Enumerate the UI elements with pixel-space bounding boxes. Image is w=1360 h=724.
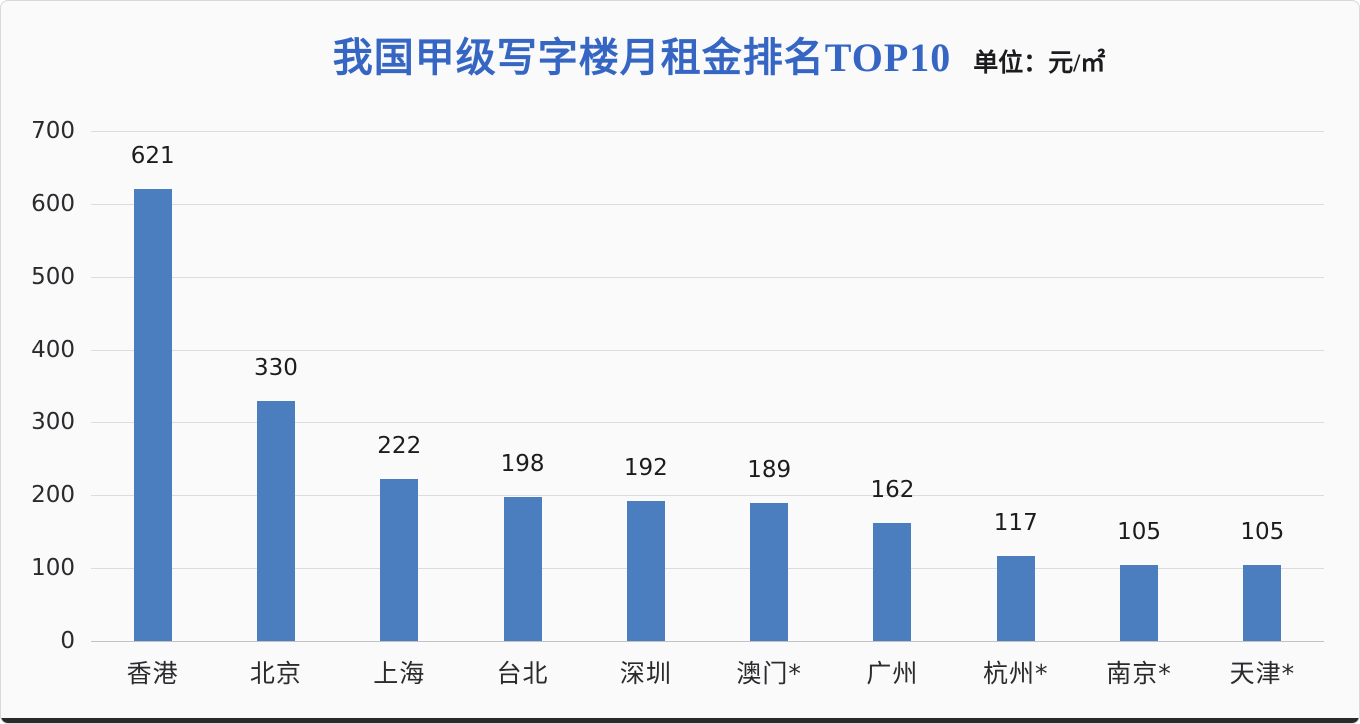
gridline: [91, 422, 1324, 424]
gridline: [91, 349, 1324, 351]
gridline: [91, 131, 1324, 132]
chart-unit-label: 单位：元/㎡: [973, 50, 1106, 77]
x-axis-category-label: 香港: [126, 659, 179, 688]
bar: [1120, 564, 1159, 641]
bar: [1243, 564, 1282, 641]
bar-value-label: 117: [993, 509, 1038, 536]
bar: [996, 555, 1035, 641]
x-axis-category-label: 深圳: [619, 659, 672, 688]
y-axis-tick-label: 700: [31, 118, 75, 144]
x-axis-category-label: 天津*: [1229, 659, 1296, 688]
bar-value-label: 198: [500, 450, 545, 477]
bar-value-label: 105: [1240, 518, 1285, 545]
bar-value-label: 105: [1117, 518, 1161, 545]
bar: [626, 501, 665, 641]
x-axis-category-label: 上海: [373, 659, 426, 688]
bar: [873, 522, 912, 641]
y-axis-tick-label: 0: [60, 628, 75, 654]
gridline: [91, 276, 1324, 278]
bar-value-label: 222: [377, 433, 422, 460]
y-axis-tick-label: 100: [31, 555, 75, 582]
bar: [380, 479, 419, 641]
gridline: [91, 568, 1324, 570]
gridline: [91, 495, 1324, 497]
bar-value-label: 189: [747, 457, 792, 484]
bar: [256, 400, 295, 641]
y-axis-tick-label: 500: [31, 263, 75, 290]
x-axis-category-label: 北京: [249, 659, 302, 688]
y-axis-tick-label: 200: [31, 482, 75, 509]
y-axis-tick-label: 600: [31, 190, 75, 217]
x-axis-category-label: 澳门*: [736, 659, 802, 688]
x-axis-category-label: 杭州*: [982, 659, 1049, 688]
bar-value-label: 621: [130, 142, 175, 169]
x-axis-category-label: 南京*: [1106, 659, 1172, 688]
bar-value-label: 330: [253, 354, 298, 381]
y-axis-tick-label: 400: [31, 336, 75, 363]
bar: [133, 188, 172, 641]
bar: [750, 503, 789, 641]
x-axis-category-label: 台北: [496, 659, 549, 688]
bar: [503, 496, 542, 641]
x-axis-category-label: 广州: [866, 659, 919, 688]
gridline: [91, 203, 1324, 205]
chart-header: 我国甲级写字楼月租金排名TOP10 单位：元/㎡: [39, 25, 1359, 83]
x-axis-line: [91, 641, 1324, 642]
bar-value-label: 162: [870, 476, 915, 503]
chart-title: 我国甲级写字楼月租金排名TOP10: [332, 35, 952, 80]
bar-value-label: 192: [623, 455, 668, 482]
bottom-edge-bar: [1, 718, 1359, 723]
y-axis-tick-label: 300: [31, 409, 75, 436]
